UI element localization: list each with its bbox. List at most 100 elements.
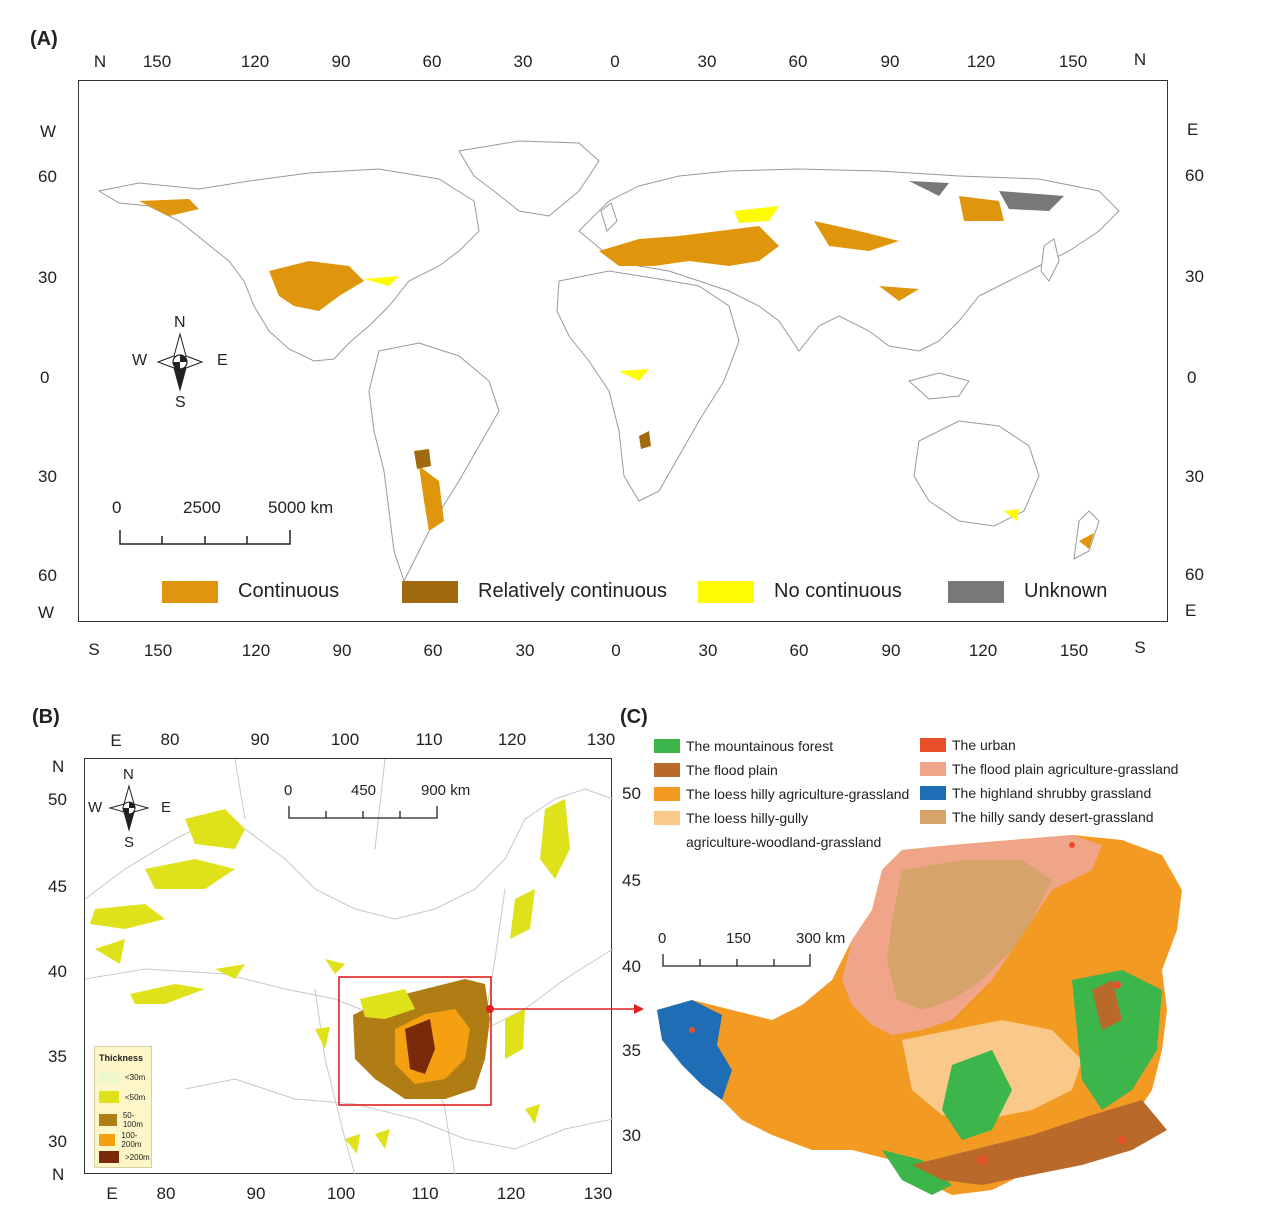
- legend-c-label: The loess hilly-gully: [686, 810, 809, 826]
- legend-c-label: The flood plain: [686, 762, 778, 778]
- panel-b-bottom-tick: 130: [583, 1184, 613, 1203]
- thickness-row: <50m: [99, 1091, 145, 1103]
- panel-b-compass: N S E W: [86, 766, 174, 852]
- loess-central-asia: [814, 221, 899, 251]
- panel-b-left-tick: 40: [48, 962, 67, 981]
- panel-a-side-right-bottom: E: [1185, 601, 1197, 620]
- loess-argentina: [419, 466, 444, 531]
- region-flood-plain-2: [1092, 980, 1122, 1030]
- panel-a-top-tick: 150: [1058, 52, 1088, 71]
- panel-a-bottom-tick: 60: [789, 641, 809, 660]
- panel-a-left-tick: 30: [38, 268, 57, 287]
- legend-swatch-relatively-continuous: [402, 580, 458, 603]
- unknown-siberia-1: [909, 181, 949, 196]
- panel-a-bottom-tick: 150: [1059, 641, 1089, 660]
- compass-s-label: S: [175, 394, 186, 411]
- new-zealand-outline: [1073, 510, 1100, 560]
- panel-b-scale-mid: 450: [351, 782, 377, 799]
- loess-alaska: [139, 199, 199, 216]
- south-america-outline: [368, 342, 500, 583]
- legend-label: Unknown: [1024, 580, 1108, 602]
- rel-continuous-africa: [639, 431, 651, 449]
- thin-loess-patches: [90, 799, 570, 1154]
- panel-a-map-frame: [78, 80, 1168, 622]
- panel-b-right-tick: 35: [622, 1041, 641, 1060]
- panel-a-compass: N S E W: [130, 312, 230, 412]
- region-hilly-sandy: [887, 860, 1052, 1010]
- legend-c-label: The highland shrubby grassland: [952, 785, 1152, 801]
- panel-a-bottom-tick: 30: [698, 641, 718, 660]
- panel-a-left-tick: 60: [38, 566, 57, 585]
- legend-swatch-no-continuous: [698, 580, 754, 603]
- panel-b-right-tick: 50: [622, 784, 641, 803]
- legend-continuous: Continuous: [162, 580, 339, 603]
- panel-b-left-tick: 35: [48, 1047, 67, 1066]
- panel-a-right-tick: 30: [1185, 467, 1204, 486]
- legend-c-swatch: [654, 763, 680, 777]
- loess-siberia: [959, 196, 1004, 221]
- panel-b-label: (B): [32, 706, 60, 728]
- panel-a-top-tick: 90: [331, 52, 351, 71]
- urban-dot: [977, 1155, 987, 1165]
- panel-b-top-tick: 110: [415, 730, 443, 749]
- loess-nz: [1079, 533, 1094, 549]
- thickness-label: <30m: [125, 1072, 146, 1082]
- panel-b-corner-bottom-e: E: [106, 1184, 118, 1203]
- region-forest-1: [942, 1050, 1012, 1140]
- panel-b-top-tick: 120: [497, 730, 527, 749]
- china-map: [84, 758, 614, 1176]
- thickness-label: 50-100m: [122, 1111, 143, 1129]
- world-map: [97, 140, 1120, 583]
- urban-dot: [689, 1027, 695, 1033]
- compass-rose-icon: [156, 332, 204, 392]
- legend-c-flood-plain-agri: The flood plain agriculture-grassland: [920, 761, 1178, 777]
- compass-rose-icon: [108, 784, 150, 832]
- panel-a-side-right-top: E: [1187, 120, 1199, 139]
- legend-c-label: The flood plain agriculture-grassland: [952, 761, 1179, 777]
- legend-c-loess-hilly-agri: The loess hilly agriculture-grassland: [654, 786, 909, 802]
- loess-plateau-landtype-map: [657, 835, 1182, 1195]
- panel-b-top-tick: 90: [250, 730, 270, 749]
- legend-c-swatch: [920, 738, 946, 752]
- panel-a-label: (A): [30, 28, 58, 50]
- panel-a-side-left-top: W: [40, 122, 57, 141]
- africa-outline: [556, 270, 740, 502]
- panel-a-corner-bottom-right: S: [1134, 638, 1146, 657]
- panel-b-right-tick: 40: [622, 957, 641, 976]
- panel-a-right-tick: 60: [1185, 166, 1204, 185]
- legend-c-swatch: [920, 786, 946, 800]
- legend-label: No continuous: [774, 580, 902, 602]
- panel-a-scale-max: 5000 km: [268, 498, 334, 517]
- legend-c-label: The mountainous forest: [686, 738, 834, 754]
- thickness-swatch: [99, 1134, 116, 1146]
- panel-a-corner-top-right: N: [1133, 50, 1147, 69]
- legend-no-continuous: No continuous: [698, 580, 902, 603]
- panel-a-top-tick: 30: [513, 52, 533, 71]
- thickness-legend: Thickness <30m <50m 50-100m 100-200m >20…: [94, 1046, 152, 1168]
- panel-a-right-tick: 60: [1185, 565, 1204, 584]
- panel-b-corner-top-n: N: [52, 757, 65, 776]
- no-continuous-africa: [619, 369, 649, 381]
- legend-c-swatch: [920, 762, 946, 776]
- panel-a-side-left-bottom: W: [38, 603, 55, 622]
- region-highland-shrubby: [657, 1000, 732, 1100]
- legend-c-swatch: [920, 810, 946, 824]
- legend-c-mountainous-forest: The mountainous forest: [654, 738, 833, 754]
- panel-a-top-tick: 90: [880, 52, 900, 71]
- study-area-box: [338, 976, 492, 1106]
- greenland-outline: [458, 140, 600, 217]
- legend-c-swatch: [654, 787, 680, 801]
- legend-c-label: The urban: [952, 737, 1016, 753]
- panel-a-top-tick: 120: [966, 52, 996, 71]
- legend-c-urban: The urban: [920, 737, 1016, 753]
- thickness-legend-title: Thickness: [99, 1053, 144, 1063]
- loess-deposits: [139, 181, 1094, 549]
- legend-swatch-continuous: [162, 580, 218, 603]
- panel-b-bottom-tick: 120: [496, 1184, 526, 1203]
- panel-b-scale-bar: [288, 806, 438, 819]
- legend-c-highland-shrubby: The highland shrubby grassland: [920, 785, 1151, 801]
- compass-n-label: N: [174, 314, 186, 331]
- panel-a-top-tick: 60: [788, 52, 808, 71]
- panel-a-bottom-tick: 150: [143, 641, 173, 660]
- panel-c-scale-max: 300 km: [796, 930, 846, 947]
